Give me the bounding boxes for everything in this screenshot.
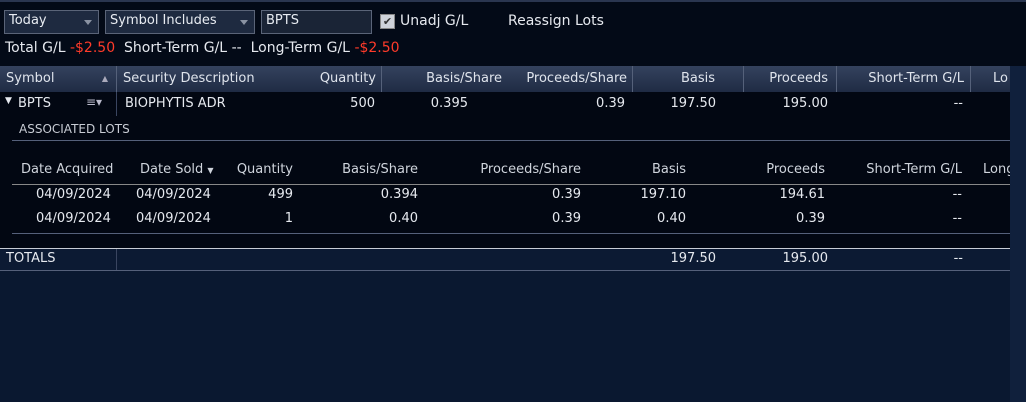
- column-proceeds-share[interactable]: Proceeds/Share: [507, 66, 633, 92]
- lot-proceeds-share: 0.39: [552, 211, 581, 226]
- column-label: Symbol: [6, 71, 55, 86]
- total-gl-value: -$2.50: [69, 40, 116, 56]
- row-description: BIOPHYTIS ADR: [125, 96, 226, 111]
- row-symbol: BPTS: [18, 96, 51, 111]
- lot-short-gl: --: [952, 187, 962, 202]
- lot-basis-share: 0.40: [389, 211, 418, 226]
- row-short-gl: --: [953, 96, 963, 111]
- symbol-input[interactable]: BPTS: [261, 10, 372, 34]
- lot-short-gl: --: [952, 211, 962, 226]
- lot-quantity: 499: [268, 187, 293, 202]
- associated-lots-title: ASSOCIATED LOTS: [19, 122, 130, 136]
- lots-col-date-acquired[interactable]: Date Acquired: [21, 162, 114, 177]
- totals-row: TOTALS 197.50 195.00 --: [0, 249, 1010, 271]
- column-label: Date Sold: [140, 162, 204, 177]
- chevron-down-icon: [84, 20, 92, 25]
- lot-proceeds: 194.61: [779, 187, 826, 202]
- column-label: Basis/Share: [426, 71, 502, 86]
- short-gl-value: --: [231, 40, 242, 56]
- lot-row[interactable]: 04/09/2024 04/09/2024 499 0.394 0.39 197…: [0, 187, 1010, 211]
- lots-header: Date Acquired Date Sold ▼ Quantity Basis…: [0, 162, 1010, 182]
- unadj-checkbox[interactable]: ✔: [380, 14, 395, 29]
- lots-col-short-gl[interactable]: Short-Term G/L: [866, 162, 962, 177]
- row-quantity: 500: [350, 96, 375, 111]
- lot-date-acquired: 04/09/2024: [36, 211, 111, 226]
- lot-date-acquired: 04/09/2024: [36, 187, 111, 202]
- table-body: ▼ BPTS ≡▾ BIOPHYTIS ADR 500 0.395 0.39 1…: [0, 92, 1010, 271]
- short-gl-label: Short-Term G/L: [124, 40, 228, 56]
- lot-basis-share: 0.394: [380, 187, 418, 202]
- lots-col-proceeds[interactable]: Proceeds: [766, 162, 825, 177]
- column-short-term-gl[interactable]: Short-Term G/L: [837, 66, 971, 92]
- lot-row[interactable]: 04/09/2024 04/09/2024 1 0.40 0.39 0.40 0…: [0, 211, 1010, 235]
- period-value: Today: [9, 13, 47, 28]
- sort-desc-icon: ▼: [207, 166, 214, 175]
- column-basis-share[interactable]: Basis/Share: [381, 66, 507, 92]
- totals-proceeds: 195.00: [782, 251, 829, 266]
- lot-proceeds: 0.39: [796, 211, 825, 226]
- lots-col-quantity[interactable]: Quantity: [236, 162, 293, 177]
- column-label: Quantity: [319, 71, 376, 86]
- totals-basis: 197.50: [670, 251, 717, 266]
- totals-label: TOTALS: [6, 251, 56, 266]
- divider: [12, 140, 1010, 141]
- lots-col-proceeds-share[interactable]: Proceeds/Share: [480, 162, 581, 177]
- expand-caret-icon[interactable]: ▼: [5, 96, 12, 106]
- symbol-input-value: BPTS: [266, 13, 299, 28]
- column-long-term-gl[interactable]: Lo: [993, 71, 1008, 86]
- column-basis[interactable]: Basis: [633, 66, 744, 92]
- sort-asc-icon: ▲: [101, 74, 108, 83]
- lot-quantity: 1: [284, 211, 293, 226]
- divider: [12, 184, 1010, 185]
- lot-basis: 197.10: [640, 187, 687, 202]
- unadj-label: Unadj G/L: [400, 13, 469, 29]
- chevron-down-icon: [240, 20, 248, 25]
- column-proceeds[interactable]: Proceeds: [744, 66, 837, 92]
- filter-dropdown[interactable]: Symbol Includes: [105, 10, 255, 34]
- totals-short-gl: --: [953, 251, 963, 266]
- summary-bar: Total G/L -$2.50 Short-Term G/L -- Long-…: [5, 40, 400, 56]
- long-gl-value: -$2.50: [354, 40, 400, 56]
- lots-col-basis-share[interactable]: Basis/Share: [342, 162, 418, 177]
- row-proceeds-share: 0.39: [596, 96, 625, 111]
- row-proceeds: 195.00: [782, 96, 829, 111]
- row-menu-icon[interactable]: ≡▾: [86, 95, 103, 109]
- filter-value: Symbol Includes: [110, 13, 217, 28]
- table-row[interactable]: ▼ BPTS ≡▾ BIOPHYTIS ADR 500 0.395 0.39 1…: [0, 92, 1010, 116]
- column-quantity-label: Quantity: [310, 66, 381, 92]
- lot-date-sold: 04/09/2024: [136, 211, 211, 226]
- lot-basis: 0.40: [657, 211, 686, 226]
- row-basis-share: 0.395: [430, 96, 468, 111]
- lot-date-sold: 04/09/2024: [136, 187, 211, 202]
- lots-col-date-sold[interactable]: Date Sold ▼: [140, 162, 214, 177]
- column-symbol[interactable]: Symbol ▲: [0, 66, 117, 92]
- reassign-lots-button[interactable]: Reassign Lots: [508, 13, 604, 29]
- divider: [116, 249, 117, 270]
- divider: [0, 248, 1010, 249]
- lots-col-long-gl[interactable]: Long: [983, 162, 1010, 177]
- period-dropdown[interactable]: Today: [4, 10, 99, 34]
- divider: [12, 233, 1010, 234]
- toolbar: Today Symbol Includes BPTS ✔ Unadj G/L R…: [0, 0, 1026, 66]
- lot-proceeds-share: 0.39: [552, 187, 581, 202]
- total-gl-label: Total G/L: [5, 40, 66, 56]
- divider: [116, 92, 117, 116]
- long-gl-label: Long-Term G/L: [250, 40, 350, 56]
- vertical-scrollbar[interactable]: [1010, 66, 1026, 402]
- row-basis: 197.50: [670, 96, 717, 111]
- lots-col-basis[interactable]: Basis: [651, 162, 686, 177]
